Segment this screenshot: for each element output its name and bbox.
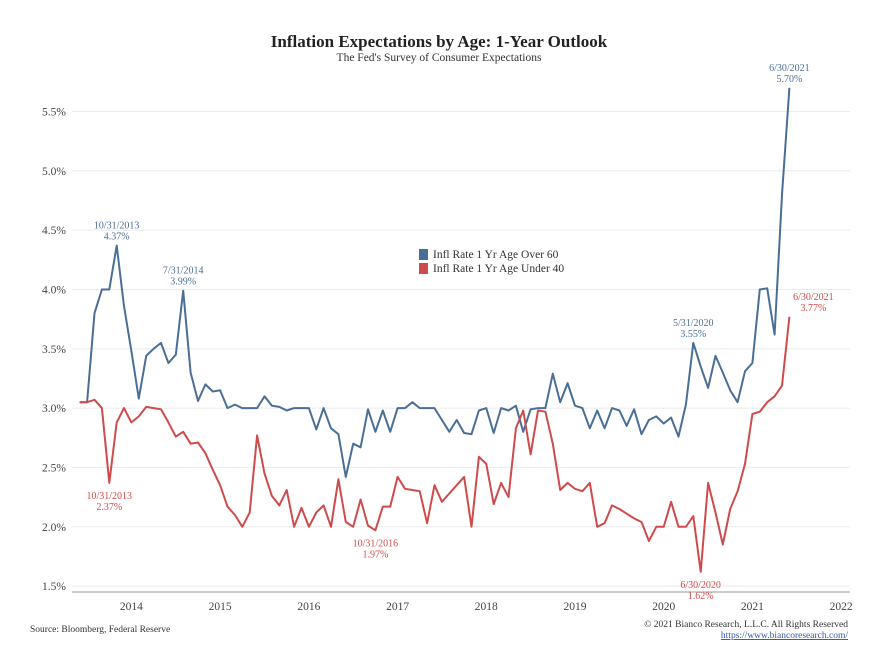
x-tick-label: 2021 [741,601,764,613]
x-tick-label: 2017 [386,601,409,613]
website-link[interactable]: https://www.biancoresearch.com/ [721,631,848,641]
x-tick-label: 2016 [297,601,320,613]
annotation-value: 1.62% [688,591,714,602]
grid-lines [72,111,850,593]
annotation-date: 5/31/2020 [673,318,714,329]
legend-label-under-40: Infl Rate 1 Yr Age Under 40 [433,263,564,275]
y-tick-label: 2.0% [42,522,66,534]
annotation-value: 3.99% [170,277,196,288]
copyright-note: © 2021 Bianco Research, L.L.C. All Right… [644,619,848,630]
x-tick-label: 2020 [652,601,675,613]
annotation-date: 10/31/2013 [86,491,132,502]
annotation-date: 6/30/2021 [793,292,834,303]
y-tick-label: 5.5% [42,107,66,119]
annotation-value: 4.37% [104,232,130,243]
x-tick-label: 2018 [475,601,498,613]
y-tick-label: 4.0% [42,284,66,296]
legend-swatch-under-40 [419,263,428,274]
annotation-date: 6/30/2021 [769,63,810,74]
annotation-date: 10/31/2013 [94,221,140,232]
annotation-value: 2.37% [96,502,122,513]
annotation-date: 10/31/2016 [353,538,399,549]
legend-label-over-60: Infl Rate 1 Yr Age Over 60 [433,249,559,261]
series-line-1 [79,316,791,573]
series-lines [79,87,791,573]
legend-swatch-over-60 [419,249,428,260]
annotations: 10/31/20134.37%7/31/20143.99%5/31/20203.… [86,63,833,602]
series-line-0 [79,87,791,478]
y-tick-label: 4.5% [42,225,66,237]
annotation-date: 7/31/2014 [163,266,204,277]
chart-subtitle: The Fed's Survey of Consumer Expectation… [337,52,542,64]
source-note: Source: Bloomberg, Federal Reserve [30,625,170,635]
y-tick-label: 2.5% [42,462,66,474]
y-tick-label: 3.0% [42,403,66,415]
chart-title: Inflation Expectations by Age: 1-Year Ou… [271,32,608,51]
legend: Infl Rate 1 Yr Age Over 60 Infl Rate 1 Y… [419,249,564,275]
y-tick-label: 5.0% [42,166,66,178]
x-tick-label: 2014 [120,601,143,613]
annotation-value: 3.77% [800,303,826,314]
y-tick-label: 3.5% [42,344,66,356]
y-axis-ticks: 1.5% 2.0% 2.5% 3.0% 3.5% 4.0% 4.5% 5.0% 5.5% [42,107,66,594]
annotation-date: 6/30/2020 [680,580,721,591]
x-tick-label: 2022 [830,601,853,613]
x-axis-ticks: 2014 2015 2016 2017 2018 2019 2020 2021 2022 [120,601,853,613]
x-tick-label: 2015 [209,601,232,613]
y-tick-label: 1.5% [42,581,66,593]
annotation-value: 3.55% [680,329,706,340]
annotation-value: 1.97% [362,549,388,560]
annotation-value: 5.70% [776,74,802,85]
x-tick-label: 2019 [563,601,586,613]
